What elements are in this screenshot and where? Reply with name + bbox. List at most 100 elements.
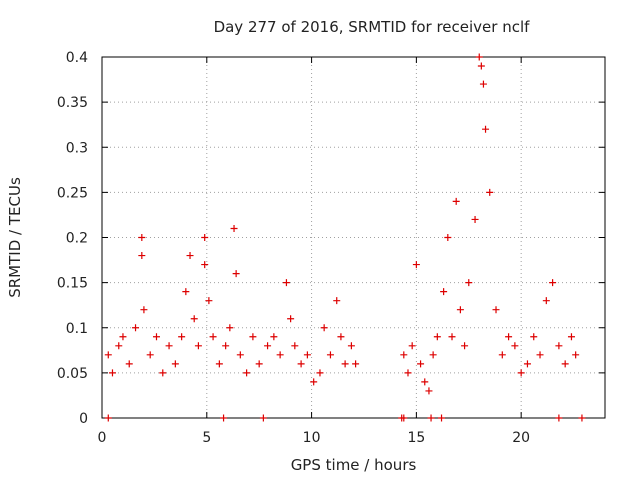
data-point: [498, 351, 506, 359]
data-point: [471, 215, 479, 223]
data-point: [567, 333, 575, 341]
data-point: [209, 333, 217, 341]
data-point: [320, 324, 328, 332]
data-point: [310, 378, 318, 386]
data-point: [333, 297, 341, 305]
data-points: [104, 53, 586, 422]
y-tick-label: 0.35: [57, 95, 88, 111]
data-point: [297, 360, 305, 368]
data-point: [104, 414, 112, 422]
data-point: [259, 414, 267, 422]
data-point: [146, 351, 154, 359]
data-point: [276, 351, 284, 359]
data-point: [352, 360, 360, 368]
data-point: [186, 252, 194, 260]
data-point: [125, 360, 133, 368]
data-point: [282, 279, 290, 287]
data-point: [132, 324, 140, 332]
data-point: [194, 342, 202, 350]
data-point: [226, 324, 234, 332]
y-tick-label: 0.05: [57, 366, 88, 382]
x-tick-label: 10: [303, 430, 321, 446]
data-point: [138, 252, 146, 260]
data-point: [555, 342, 563, 350]
data-point: [465, 279, 473, 287]
data-point: [115, 342, 123, 350]
data-point: [479, 80, 487, 88]
data-point: [542, 297, 550, 305]
data-point: [178, 333, 186, 341]
y-tick-label: 0.4: [66, 50, 88, 66]
y-tick-label: 0: [79, 411, 88, 427]
data-point: [291, 342, 299, 350]
data-point: [249, 333, 257, 341]
data-point: [561, 360, 569, 368]
data-point: [505, 333, 513, 341]
data-point: [236, 351, 244, 359]
data-point: [511, 342, 519, 350]
data-point: [337, 333, 345, 341]
data-point: [152, 333, 160, 341]
data-point: [159, 369, 167, 377]
data-point: [404, 369, 412, 377]
chart-title: Day 277 of 2016, SRMTID for receiver ncl…: [214, 18, 531, 36]
data-point: [400, 414, 408, 422]
x-tick-label: 0: [98, 430, 107, 446]
x-tick-label: 15: [407, 430, 425, 446]
data-point: [201, 261, 209, 269]
data-point: [303, 351, 311, 359]
data-point: [549, 279, 557, 287]
data-point: [215, 360, 223, 368]
data-point: [482, 125, 490, 133]
y-axis-label: SRMTID / TECUs: [6, 177, 24, 298]
data-point: [429, 351, 437, 359]
data-point: [440, 288, 448, 296]
data-point: [427, 414, 435, 422]
data-point: [201, 234, 209, 241]
data-point: [287, 315, 295, 323]
data-point: [205, 297, 213, 305]
data-point: [138, 234, 146, 241]
data-point: [326, 351, 334, 359]
data-point: [448, 333, 456, 341]
data-point: [316, 369, 324, 377]
data-point: [408, 342, 416, 350]
data-point: [438, 414, 446, 422]
y-tick-label: 0.15: [57, 276, 88, 292]
data-point: [477, 62, 485, 70]
data-point: [182, 288, 190, 296]
y-tick-label: 0.2: [66, 231, 88, 247]
data-point: [572, 351, 580, 359]
data-point: [444, 234, 452, 241]
data-point: [347, 342, 355, 350]
data-point: [230, 224, 238, 232]
data-point: [452, 197, 460, 205]
y-tick-label: 0.25: [57, 185, 88, 201]
data-point: [578, 414, 586, 422]
data-point: [171, 360, 179, 368]
data-point: [433, 333, 441, 341]
data-point: [461, 342, 469, 350]
data-point: [255, 360, 263, 368]
data-point: [243, 369, 251, 377]
data-point: [264, 342, 272, 350]
data-point: [220, 414, 228, 422]
x-tick-label: 5: [202, 430, 211, 446]
data-point: [421, 378, 429, 386]
data-point: [425, 387, 433, 395]
x-axis-label: GPS time / hours: [291, 456, 417, 474]
y-axis: 0 0.05 0.1 0.15 0.2 0.25 0.3 0.35 0.4: [57, 50, 605, 427]
data-point: [456, 306, 464, 314]
data-point: [530, 333, 538, 341]
data-point: [400, 351, 408, 359]
data-point: [412, 261, 420, 269]
data-point: [222, 342, 230, 350]
data-point: [475, 53, 483, 61]
x-tick-label: 20: [512, 430, 530, 446]
data-point: [270, 333, 278, 341]
x-axis: 0 5 10 15 20: [98, 57, 530, 446]
data-point: [523, 360, 531, 368]
data-point: [555, 414, 563, 422]
data-point: [104, 351, 112, 359]
